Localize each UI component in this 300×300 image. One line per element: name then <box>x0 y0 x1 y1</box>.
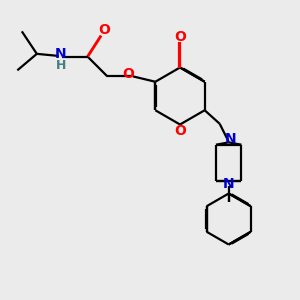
Text: O: O <box>122 67 134 81</box>
Text: N: N <box>224 132 236 146</box>
Text: O: O <box>174 124 186 138</box>
Text: O: O <box>174 30 186 44</box>
Text: O: O <box>98 23 110 38</box>
Text: H: H <box>56 59 66 72</box>
Text: N: N <box>223 177 235 191</box>
Text: N: N <box>55 47 67 61</box>
